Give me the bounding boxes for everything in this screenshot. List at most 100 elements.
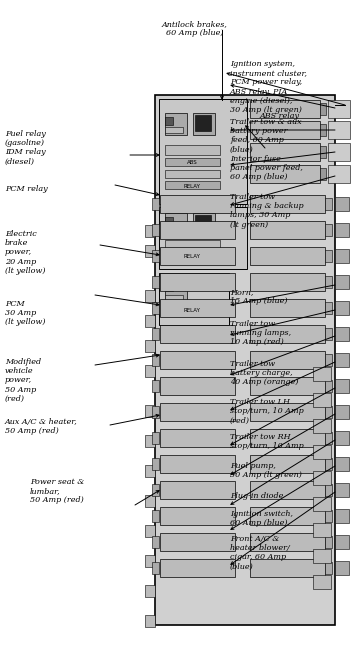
Bar	[250, 195, 325, 213]
Bar	[152, 224, 159, 236]
Text: Front A/C &
heater blower/
cigar, 60 Amp
(blue): Front A/C & heater blower/ cigar, 60 Amp…	[230, 535, 290, 570]
Text: Modified
vehicle
power,
50 Amp
(red): Modified vehicle power, 50 Amp (red)	[5, 358, 41, 403]
Text: Trailer tow
running lamps,
10 Amp (red): Trailer tow running lamps, 10 Amp (red)	[230, 320, 291, 347]
Bar	[193, 213, 215, 235]
Bar	[328, 121, 350, 139]
Bar	[325, 406, 332, 418]
Bar	[335, 457, 349, 471]
Bar	[145, 555, 155, 567]
Text: Trailer tow LH
stop/turn, 10 Amp
(red): Trailer tow LH stop/turn, 10 Amp (red)	[230, 398, 304, 424]
Bar	[165, 283, 173, 291]
Text: Trailer tow & aux
battery power
feed, 60 Amp
(blue): Trailer tow & aux battery power feed, 60…	[230, 118, 302, 154]
Bar	[325, 562, 332, 574]
Bar	[313, 575, 331, 589]
Bar	[325, 328, 332, 340]
Bar	[165, 145, 220, 155]
Bar	[160, 559, 235, 577]
Bar	[335, 353, 349, 367]
Bar	[152, 536, 159, 548]
Bar	[160, 325, 235, 343]
Bar	[160, 299, 235, 317]
Bar	[325, 198, 332, 210]
Bar	[145, 365, 155, 377]
Text: RELAY: RELAY	[184, 184, 200, 188]
Bar	[152, 458, 159, 470]
Bar	[335, 483, 349, 497]
Bar	[325, 484, 332, 496]
Bar	[250, 221, 325, 239]
Bar	[160, 273, 235, 291]
Bar	[145, 615, 155, 627]
Bar	[313, 497, 331, 511]
Bar	[313, 393, 331, 407]
Bar	[145, 245, 155, 257]
Text: ABS relay: ABS relay	[260, 112, 300, 120]
Bar	[313, 471, 331, 485]
Bar	[250, 507, 325, 525]
Bar	[313, 549, 331, 563]
Bar	[160, 533, 235, 551]
Bar	[165, 217, 173, 225]
Bar	[320, 124, 326, 136]
Bar	[165, 227, 183, 233]
Bar	[159, 99, 247, 204]
Bar	[152, 510, 159, 522]
Bar	[250, 429, 325, 447]
Bar	[160, 221, 235, 239]
Bar	[152, 484, 159, 496]
Bar	[145, 340, 155, 352]
Bar	[152, 380, 159, 392]
Bar	[320, 168, 326, 180]
Bar	[160, 377, 235, 395]
Bar	[250, 273, 325, 291]
Text: RELAY: RELAY	[184, 255, 200, 259]
Bar	[145, 525, 155, 537]
Text: Ignition switch,
60 Amp (blue): Ignition switch, 60 Amp (blue)	[230, 510, 293, 527]
Bar	[152, 354, 159, 366]
Bar	[160, 507, 235, 525]
Bar	[250, 325, 325, 343]
Bar	[250, 481, 325, 499]
Bar	[165, 240, 220, 250]
Text: Fuel pump,
30 Amp (lt green): Fuel pump, 30 Amp (lt green)	[230, 462, 302, 479]
Bar	[335, 249, 349, 263]
Bar	[250, 100, 320, 118]
Bar	[159, 273, 229, 325]
Bar	[165, 181, 220, 189]
Bar	[325, 536, 332, 548]
Bar	[250, 403, 325, 421]
Text: RELAY: RELAY	[184, 307, 200, 313]
Bar	[250, 455, 325, 473]
Text: Horn,
15 Amp (blue): Horn, 15 Amp (blue)	[230, 288, 287, 305]
Text: Trailer tow
running & backup
lamps, 30 Amp
(lt green): Trailer tow running & backup lamps, 30 A…	[230, 193, 303, 228]
Bar	[160, 195, 235, 213]
Text: Interior fuse
panel power feed,
60 Amp (blue): Interior fuse panel power feed, 60 Amp (…	[230, 155, 303, 182]
Bar	[193, 113, 215, 135]
Bar	[160, 481, 235, 499]
Bar	[335, 301, 349, 315]
Bar	[335, 431, 349, 445]
Text: PCM relay: PCM relay	[5, 185, 48, 193]
Bar	[250, 377, 325, 395]
Bar	[165, 170, 220, 178]
Text: Ignition system,
instrument cluster,
PCM power relay,
ABS relay, PIA
engine (die: Ignition system, instrument cluster, PCM…	[230, 60, 307, 114]
Bar	[165, 117, 173, 125]
Text: Fuel relay
(gasoline)
IDM relay
(diesel): Fuel relay (gasoline) IDM relay (diesel)	[5, 130, 46, 166]
Bar	[250, 533, 325, 551]
Bar	[250, 351, 325, 369]
Bar	[335, 535, 349, 549]
Bar	[328, 100, 350, 118]
Bar	[165, 279, 187, 301]
Bar	[313, 419, 331, 433]
Bar	[250, 143, 320, 161]
Bar	[325, 380, 332, 392]
Bar	[160, 247, 235, 265]
Bar	[335, 379, 349, 393]
Text: Power seat &
lumbar,
50 Amp (red): Power seat & lumbar, 50 Amp (red)	[30, 478, 84, 504]
Bar	[328, 165, 350, 183]
Bar	[165, 213, 187, 235]
Bar	[165, 127, 183, 133]
Bar	[313, 445, 331, 459]
Bar	[320, 146, 326, 158]
Bar	[335, 197, 349, 211]
